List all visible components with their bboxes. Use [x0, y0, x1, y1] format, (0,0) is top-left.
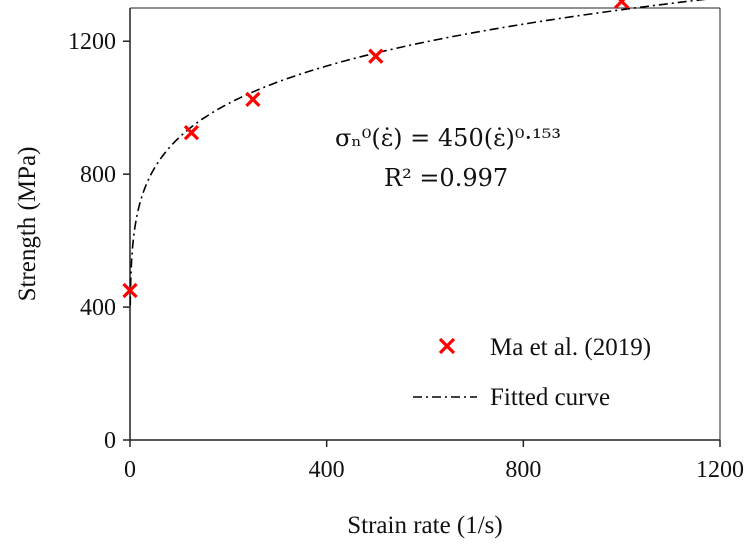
data-markers	[122, 0, 630, 299]
x-axis-title: Strain rate (1/s)	[347, 512, 503, 539]
y-axis-title: Strength (MPa)	[14, 147, 41, 302]
data-point-marker	[183, 124, 200, 141]
equation-label: σₙ⁰(ε̇) = 450(ε̇)⁰·¹⁵³	[335, 124, 561, 152]
y-tick-label: 800	[80, 162, 116, 188]
x-tick-label: 800	[505, 457, 541, 483]
legend-label-fitted-curve: Fitted curve	[490, 384, 610, 411]
plot-area	[129, 7, 721, 441]
r-squared-label: R² =0.997	[384, 164, 508, 192]
x-tick-label: 1200	[696, 457, 744, 483]
data-point-marker	[122, 282, 138, 299]
fitted-curve-line	[129, 0, 706, 306]
tick-labels: 0 400 800 1200 0 400 800 1200	[68, 29, 744, 483]
x-tick-label: 400	[309, 457, 345, 483]
y-tick-label: 0	[104, 428, 116, 454]
data-point-marker	[368, 48, 384, 64]
axis-ticks	[123, 40, 721, 447]
y-tick-label: 1200	[68, 29, 116, 55]
legend-label-ma-et-al: Ma et al. (2019)	[490, 334, 651, 361]
legend: Ma et al. (2019) Fitted curve	[413, 334, 651, 411]
legend-marker-x	[438, 337, 456, 355]
equation-annotation: σₙ⁰(ε̇) = 450(ε̇)⁰·¹⁵³ R² =0.997	[335, 124, 561, 192]
data-point-marker	[245, 91, 261, 108]
x-tick-label: 0	[124, 457, 136, 483]
y-tick-label: 400	[80, 295, 116, 321]
data-point-marker	[614, 0, 630, 9]
